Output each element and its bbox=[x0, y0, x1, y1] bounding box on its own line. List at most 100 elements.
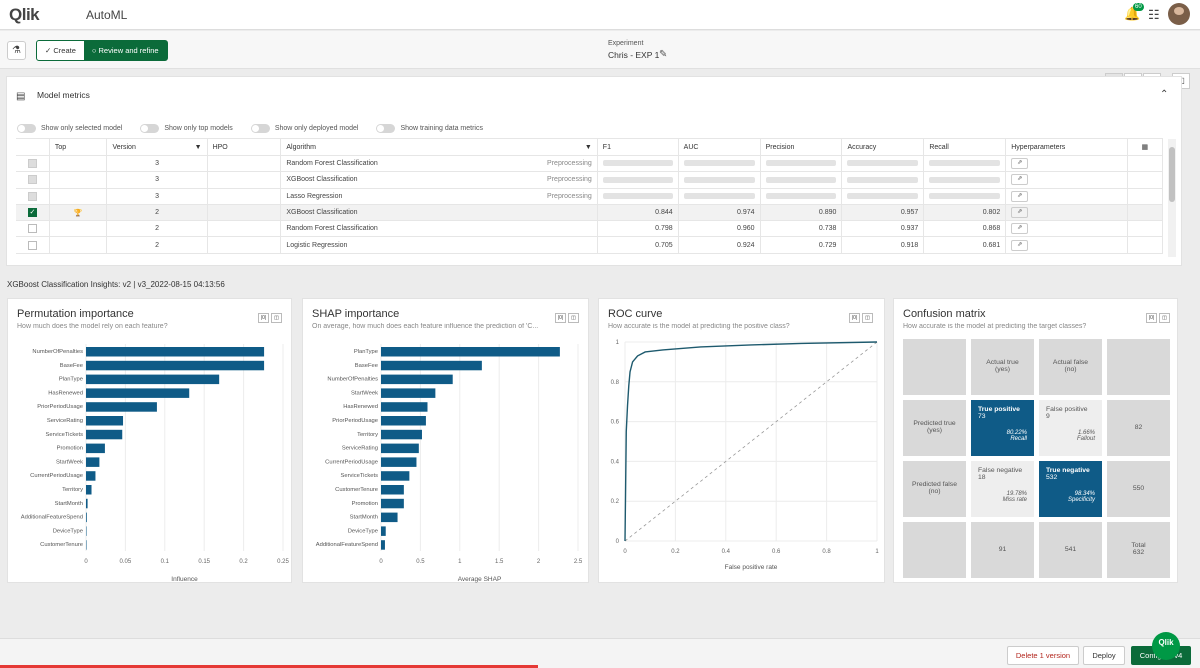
toggle-switch[interactable] bbox=[17, 124, 36, 133]
y-tick-label: PriorPeriodUsage bbox=[37, 404, 83, 410]
y-tick-label: AdditionalFeatureSpend bbox=[21, 515, 83, 521]
hyperparameters-button[interactable]: ⇗ bbox=[1011, 158, 1029, 170]
toggle-switch[interactable] bbox=[140, 124, 160, 133]
video-progress-bar[interactable] bbox=[0, 665, 538, 668]
bar bbox=[86, 429, 123, 440]
x-tick-label: 0 bbox=[379, 559, 383, 565]
cm-true-positive[interactable]: True positive 73 80.22% Recall bbox=[971, 400, 1034, 456]
confusion-matrix-card: Confusion matrix How accurate is the mod… bbox=[893, 298, 1178, 583]
y-tick-label: NumberOfPenalties bbox=[327, 377, 378, 383]
cm-predicted-true-header: Predicted true (yes) bbox=[903, 400, 966, 456]
table-header-row: Top Version ▼ HPO Algorithm ▼ F1 AUC Preci… bbox=[16, 138, 1164, 156]
expand-icon[interactable]: ◫ bbox=[568, 313, 579, 323]
cm-false-negative[interactable]: False negative 18 19.78% Miss rate bbox=[971, 461, 1034, 517]
y-tick-label: 0 bbox=[616, 539, 620, 545]
col-hyperparameters[interactable]: Hyperparameters bbox=[1005, 138, 1128, 156]
cm-true-negative[interactable]: True negative 532 98.34% Specificity bbox=[1039, 461, 1102, 517]
row-checkbox[interactable] bbox=[27, 175, 37, 185]
y-tick-label: Promotion bbox=[57, 446, 83, 452]
x-axis-label: False positive rate bbox=[725, 564, 778, 571]
table-row[interactable]: 3 XGBoost Classification Preprocessing ⇗ bbox=[16, 171, 1164, 189]
step-create[interactable]: ✓ Create bbox=[45, 46, 76, 55]
table-scrollbar[interactable] bbox=[1168, 139, 1176, 257]
insights-title: XGBoost Classification Insights: v2 | v3… bbox=[7, 280, 225, 289]
expand-icon[interactable]: ◫ bbox=[1159, 313, 1170, 323]
hyperparameters-button[interactable]: ⇗ bbox=[1011, 207, 1029, 219]
notification-badge: 60 bbox=[1133, 3, 1144, 11]
y-tick-label: 0.6 bbox=[611, 420, 620, 426]
pencil-icon[interactable]: ✎ bbox=[659, 49, 668, 60]
data-view-icon[interactable]: |0| bbox=[258, 313, 269, 323]
table-row[interactable]: 3 Lasso Regression Preprocessing ⇗ bbox=[16, 188, 1164, 205]
bar bbox=[86, 374, 220, 385]
y-tick-label: CustomerTenure bbox=[40, 542, 83, 548]
toggle-top-models[interactable]: Show only top models bbox=[140, 124, 233, 133]
col-accuracy[interactable]: Accuracy bbox=[841, 138, 925, 156]
data-view-icon[interactable]: |0| bbox=[555, 313, 566, 323]
col-hpo[interactable]: HPO bbox=[207, 138, 282, 156]
table-row[interactable]: 3 Random Forest Classification Preprocess… bbox=[16, 155, 1164, 173]
y-tick-label: ServiceTickets bbox=[341, 473, 379, 479]
x-tick-label: 0.15 bbox=[198, 559, 210, 565]
row-checkbox[interactable] bbox=[27, 224, 37, 234]
experiment-toolbar: ⚗ ✓ Create ○ Review and refine ▤ ☰ ▦ ◫ bbox=[0, 31, 1200, 89]
x-tick-label: 0.25 bbox=[277, 559, 289, 565]
avatar[interactable] bbox=[1168, 3, 1190, 25]
row-checkbox[interactable] bbox=[27, 159, 37, 169]
column-picker-icon[interactable]: ▦ bbox=[1127, 138, 1164, 156]
card-tools: |0| ◫ bbox=[555, 313, 579, 323]
permutation-importance-chart: 0 0.05 0.1 0.15 0.2 0.25 NumberOfPenalties Base… bbox=[21, 344, 289, 583]
y-tick-label: 0.8 bbox=[611, 380, 620, 386]
table-row-selected[interactable]: ✓ 🏆 2 XGBoost Classification 0.844 0.974 0… bbox=[16, 204, 1164, 222]
x-tick-label: 0.8 bbox=[822, 549, 831, 555]
y-tick-label: ServiceRating bbox=[342, 446, 378, 452]
col-f1[interactable]: F1 bbox=[597, 138, 679, 156]
hyperparameters-button[interactable]: ⇗ bbox=[1011, 239, 1029, 251]
chevron-up-icon[interactable]: ⌃ bbox=[1160, 89, 1169, 100]
row-checkbox[interactable] bbox=[27, 240, 37, 250]
y-tick-label: Territory bbox=[62, 487, 83, 493]
bar bbox=[381, 388, 436, 398]
hyperparameters-button[interactable]: ⇗ bbox=[1011, 223, 1029, 235]
cm-false-positive[interactable]: False positive 9 1.66% Fallout bbox=[1039, 400, 1102, 456]
flask-icon[interactable]: ⚗ bbox=[7, 41, 26, 60]
grid-menu-icon[interactable]: ☷ bbox=[1148, 7, 1160, 22]
toggle-training-metrics[interactable]: Show training data metrics bbox=[376, 124, 483, 133]
toggle-switch[interactable] bbox=[376, 124, 396, 133]
table-row[interactable]: 2 Logistic Regression 0.705 0.924 0.729 0.9… bbox=[16, 236, 1164, 254]
card-subtitle: How accurate is the model at predicting … bbox=[903, 323, 1087, 330]
col-algorithm[interactable]: Algorithm ▼ bbox=[280, 138, 598, 156]
y-tick-label: CustomerTenure bbox=[335, 487, 378, 493]
step-review-refine[interactable]: ○ Review and refine bbox=[83, 41, 167, 60]
col-select bbox=[16, 138, 50, 156]
filter-icon[interactable]: ▼ bbox=[194, 143, 202, 151]
delete-version-button[interactable]: Delete 1 version bbox=[1007, 646, 1079, 665]
col-recall[interactable]: Recall bbox=[923, 138, 1007, 156]
expand-icon[interactable]: ◫ bbox=[271, 313, 282, 323]
hyperparameters-button[interactable]: ⇗ bbox=[1011, 174, 1029, 186]
row-checkbox-checked[interactable]: ✓ bbox=[27, 208, 37, 218]
data-view-icon[interactable]: |0| bbox=[1146, 313, 1157, 323]
x-tick-label: 2.5 bbox=[574, 559, 583, 565]
hyperparameters-button[interactable]: ⇗ bbox=[1011, 190, 1029, 202]
toggle-deployed-model[interactable]: Show only deployed model bbox=[250, 124, 358, 133]
deploy-button[interactable]: Deploy bbox=[1083, 646, 1125, 665]
col-top[interactable]: Top bbox=[49, 138, 108, 156]
row-checkbox[interactable] bbox=[27, 191, 37, 201]
data-view-icon[interactable]: |0| bbox=[849, 313, 860, 323]
filter-icon[interactable]: ▼ bbox=[584, 143, 592, 151]
experiment-name: Chris - EXP 1 bbox=[608, 50, 660, 60]
bar bbox=[86, 402, 157, 412]
col-auc[interactable]: AUC bbox=[678, 138, 761, 156]
y-tick-label: PlanType bbox=[354, 349, 378, 355]
scroll-thumb[interactable] bbox=[1169, 147, 1175, 202]
toggle-selected-model[interactable]: Show only selected model bbox=[17, 124, 122, 133]
table-row[interactable]: 2 Random Forest Classification 0.798 0.96… bbox=[16, 220, 1164, 238]
x-tick-label: 0.4 bbox=[722, 549, 731, 555]
roc-line bbox=[624, 341, 878, 542]
col-precision[interactable]: Precision bbox=[760, 138, 843, 156]
expand-icon[interactable]: ◫ bbox=[862, 313, 873, 323]
qlik-logo[interactable]: Qlik bbox=[9, 5, 40, 24]
col-version[interactable]: Version ▼ bbox=[106, 138, 208, 156]
toggle-switch[interactable] bbox=[250, 124, 270, 133]
